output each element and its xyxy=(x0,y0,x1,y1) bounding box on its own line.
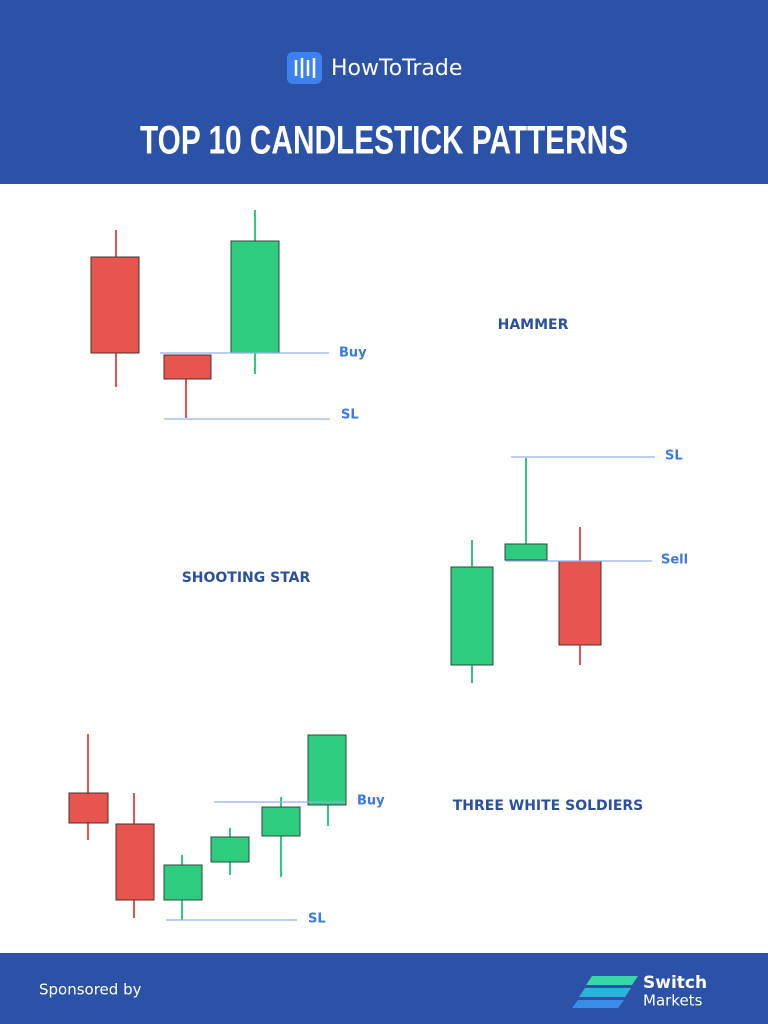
candle xyxy=(261,806,301,837)
entry-label: Buy xyxy=(339,346,367,361)
candle xyxy=(307,734,347,806)
candle xyxy=(90,256,140,354)
stop-label: SL xyxy=(308,912,326,927)
candle xyxy=(504,543,548,561)
sponsor-name: Markets xyxy=(643,992,703,1010)
header-bg xyxy=(0,0,768,184)
pattern-name: HAMMER xyxy=(498,317,569,333)
entry-label: Sell xyxy=(661,553,688,568)
sponsor-text: Sponsored by xyxy=(39,981,142,999)
pattern-name: SHOOTING STAR xyxy=(182,570,311,586)
brand: HowToTrade xyxy=(331,56,462,81)
sponsor-logo xyxy=(572,976,638,1008)
candle xyxy=(210,836,250,863)
sponsor-name: Switch xyxy=(643,973,707,993)
candle xyxy=(163,354,212,380)
candle xyxy=(558,560,602,646)
title: TOP 10 CANDLESTICK PATTERNS xyxy=(140,119,628,163)
logo-icon xyxy=(287,52,322,84)
stop-label: SL xyxy=(665,449,683,464)
candle xyxy=(450,566,494,666)
pattern-name: THREE WHITE SOLDIERS xyxy=(453,798,644,814)
stop-label: SL xyxy=(341,408,359,423)
logo-bars xyxy=(294,58,316,78)
candle xyxy=(163,864,203,901)
entry-label: Buy xyxy=(357,794,385,809)
footer-bg xyxy=(0,953,768,1024)
candle xyxy=(230,240,280,354)
candle xyxy=(68,792,109,824)
candle xyxy=(115,823,155,901)
